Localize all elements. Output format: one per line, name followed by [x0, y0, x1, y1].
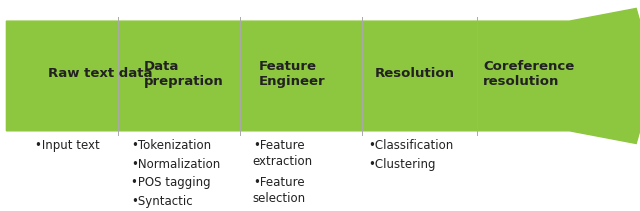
Text: •Input text: •Input text: [35, 139, 100, 152]
Text: Coreference
resolution: Coreference resolution: [483, 60, 575, 88]
Text: •Classification: •Classification: [368, 139, 453, 152]
Text: •Syntactic
parser: •Syntactic parser: [131, 195, 193, 211]
Text: •Feature
extraction: •Feature extraction: [253, 139, 313, 168]
Text: Feature
Engineer: Feature Engineer: [259, 60, 326, 88]
Text: Raw text data: Raw text data: [48, 67, 152, 80]
Text: •Feature
selection: •Feature selection: [253, 176, 306, 205]
Text: •Clustering: •Clustering: [368, 158, 435, 171]
Text: •POS tagging: •POS tagging: [131, 176, 211, 189]
Text: •Tokenization: •Tokenization: [131, 139, 211, 152]
Text: •Normalization: •Normalization: [131, 158, 220, 171]
Text: Resolution: Resolution: [374, 67, 454, 80]
Text: Data
prepration: Data prepration: [144, 60, 224, 88]
Polygon shape: [6, 8, 640, 143]
